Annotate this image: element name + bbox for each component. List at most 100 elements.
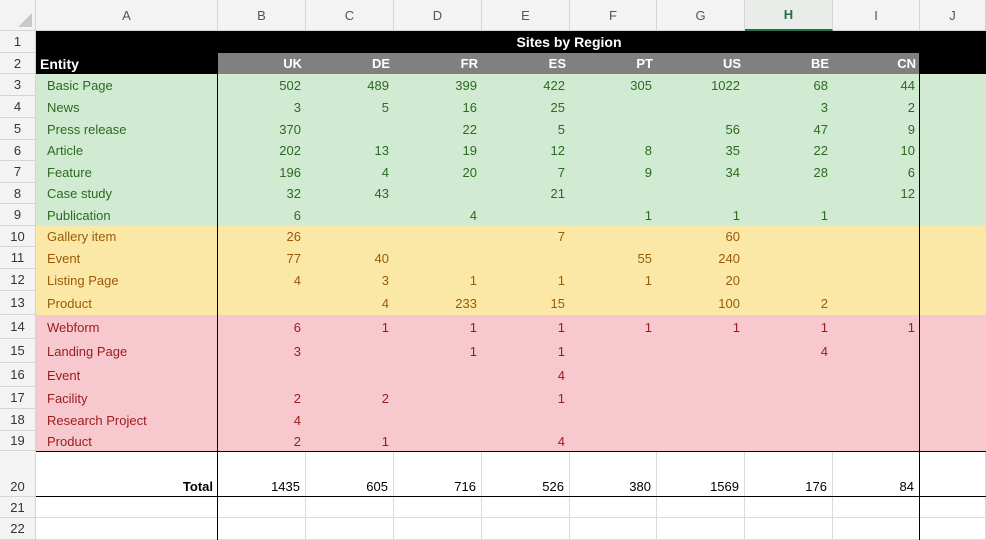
value-cell[interactable] [833,247,920,269]
value-cell[interactable]: 4 [306,291,394,315]
row-header-8[interactable]: 8 [0,183,36,204]
value-cell[interactable]: 1 [482,315,570,339]
value-cell[interactable]: 15 [482,291,570,315]
value-cell[interactable]: 20 [394,161,482,183]
value-cell[interactable] [745,431,833,451]
value-cell[interactable]: 47 [745,118,833,140]
total-value-es[interactable]: 526 [482,451,570,497]
value-cell[interactable]: 77 [218,247,306,269]
value-cell[interactable]: 1 [482,387,570,409]
value-cell[interactable] [745,247,833,269]
value-cell[interactable] [833,291,920,315]
value-cell[interactable]: 12 [833,183,920,204]
value-cell[interactable]: 100 [657,291,745,315]
value-cell[interactable] [482,247,570,269]
value-cell[interactable] [570,339,657,363]
value-cell[interactable] [745,363,833,387]
row-header-1[interactable]: 1 [0,31,36,53]
value-cell[interactable] [833,339,920,363]
value-cell[interactable]: 60 [657,226,745,247]
region-header-be[interactable]: BE [745,53,833,74]
value-cell[interactable]: 6 [218,204,306,226]
empty-cell-j[interactable] [920,226,986,247]
value-cell[interactable]: 3 [745,96,833,118]
row-header-3[interactable]: 3 [0,74,36,96]
entity-cell[interactable]: Publication [36,204,218,226]
value-cell[interactable] [570,387,657,409]
value-cell[interactable]: 2 [745,291,833,315]
empty-cell-j[interactable] [920,161,986,183]
value-cell[interactable]: 44 [833,74,920,96]
entity-cell[interactable]: Gallery item [36,226,218,247]
value-cell[interactable] [570,96,657,118]
total-value-be[interactable]: 176 [745,451,833,497]
empty-cell[interactable] [36,497,218,518]
value-cell[interactable] [657,339,745,363]
row-header-20[interactable]: 20 [0,451,36,497]
row-header-12[interactable]: 12 [0,269,36,291]
empty-cell-j[interactable] [920,431,986,451]
value-cell[interactable]: 1 [833,315,920,339]
empty-cell[interactable] [394,518,482,540]
value-cell[interactable]: 233 [394,291,482,315]
total-value-us[interactable]: 1569 [657,451,745,497]
value-cell[interactable]: 1 [482,339,570,363]
entity-header[interactable]: Entity [36,53,218,74]
value-cell[interactable]: 4 [218,409,306,431]
value-cell[interactable] [833,387,920,409]
value-cell[interactable]: 9 [833,118,920,140]
value-cell[interactable]: 2 [218,431,306,451]
value-cell[interactable]: 26 [218,226,306,247]
empty-cell[interactable] [482,497,570,518]
row-header-7[interactable]: 7 [0,161,36,183]
empty-cell-j[interactable] [920,204,986,226]
entity-cell[interactable]: Landing Page [36,339,218,363]
value-cell[interactable]: 68 [745,74,833,96]
value-cell[interactable] [833,226,920,247]
empty-cell[interactable] [482,518,570,540]
entity-cell[interactable]: Case study [36,183,218,204]
header-cell-j2[interactable] [920,53,986,74]
value-cell[interactable]: 16 [394,96,482,118]
total-value-pt[interactable]: 380 [570,451,657,497]
empty-cell[interactable] [745,518,833,540]
total-value-cn[interactable]: 84 [833,451,920,497]
entity-cell[interactable]: Product [36,291,218,315]
region-header-pt[interactable]: PT [570,53,657,74]
value-cell[interactable]: 489 [306,74,394,96]
value-cell[interactable]: 4 [218,269,306,291]
value-cell[interactable] [657,363,745,387]
empty-cell[interactable] [306,518,394,540]
row-header-10[interactable]: 10 [0,226,36,247]
row-header-9[interactable]: 9 [0,204,36,226]
value-cell[interactable] [833,409,920,431]
value-cell[interactable] [394,387,482,409]
total-label[interactable]: Total [36,451,218,497]
value-cell[interactable] [306,363,394,387]
value-cell[interactable]: 1 [394,269,482,291]
value-cell[interactable] [745,387,833,409]
empty-cell-j20[interactable] [920,451,986,497]
total-value-de[interactable]: 605 [306,451,394,497]
entity-cell[interactable]: Basic Page [36,74,218,96]
row-header-11[interactable]: 11 [0,247,36,269]
value-cell[interactable] [657,387,745,409]
value-cell[interactable]: 422 [482,74,570,96]
value-cell[interactable]: 2 [306,387,394,409]
value-cell[interactable]: 6 [218,315,306,339]
value-cell[interactable]: 3 [306,269,394,291]
value-cell[interactable] [570,226,657,247]
empty-cell-j[interactable] [920,409,986,431]
value-cell[interactable]: 502 [218,74,306,96]
entity-cell[interactable]: Product [36,431,218,451]
value-cell[interactable]: 56 [657,118,745,140]
empty-cell[interactable] [745,497,833,518]
value-cell[interactable]: 10 [833,140,920,161]
value-cell[interactable]: 4 [482,431,570,451]
empty-cell[interactable] [920,518,986,540]
title-cell-j1[interactable] [920,31,986,53]
empty-cell-j[interactable] [920,315,986,339]
value-cell[interactable]: 1 [745,315,833,339]
row-header-4[interactable]: 4 [0,96,36,118]
empty-cell-j[interactable] [920,339,986,363]
